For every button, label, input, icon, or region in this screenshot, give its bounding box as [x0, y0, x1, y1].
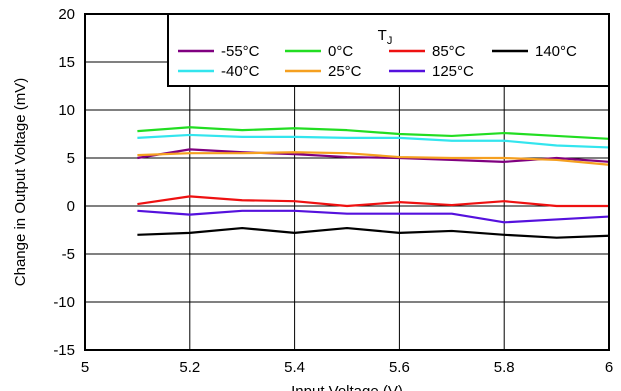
legend-title: TJ [378, 27, 393, 47]
series-line [137, 133, 610, 149]
legend-box [167, 13, 610, 87]
legend-title-sub: J [387, 35, 393, 47]
x-tick-label: 5.4 [284, 359, 305, 376]
legend-label: 125°C [432, 63, 474, 80]
legend-label: 25°C [328, 63, 362, 80]
legend-label: 0°C [328, 43, 353, 60]
y-tick-label: 0 [67, 198, 75, 215]
x-tick-label: 5.8 [494, 359, 515, 376]
series-line [137, 209, 610, 224]
x-tick-label: 5.2 [179, 359, 200, 376]
y-tick-label: -15 [53, 342, 75, 359]
y-axis-label: Change in Output Voltage (mV) [12, 78, 29, 286]
x-axis-label: Input Voltage (V) [291, 383, 403, 391]
legend-label: 140°C [535, 43, 577, 60]
legend: TJ -55°C 0°C 85°C 140°C -40°C 25°C 125°C [167, 13, 610, 87]
y-tick-label: -10 [53, 294, 75, 311]
y-tick-label: 20 [58, 6, 75, 23]
legend-label: -55°C [221, 43, 260, 60]
y-tick-label: 5 [67, 150, 75, 167]
legend-items: -55°C 0°C 85°C 140°C -40°C 25°C 125°C [178, 43, 577, 80]
tick-labels: 5 5.2 5.4 5.6 5.8 6 -15 -10 -5 0 5 10 15 20 [53, 6, 613, 376]
series-layer [137, 126, 610, 239]
y-tick-label: 10 [58, 102, 75, 119]
series-line [137, 126, 610, 140]
x-tick-label: 6 [605, 359, 613, 376]
series-line [137, 226, 610, 239]
legend-title-main: T [378, 27, 387, 44]
series-line [137, 151, 610, 166]
series-line [137, 195, 609, 208]
y-tick-label: 15 [58, 54, 75, 71]
x-tick-label: 5.6 [389, 359, 410, 376]
x-tick-label: 5 [81, 359, 89, 376]
legend-label: -40°C [221, 63, 260, 80]
y-tick-label: -5 [62, 246, 75, 263]
legend-label: 85°C [432, 43, 466, 60]
